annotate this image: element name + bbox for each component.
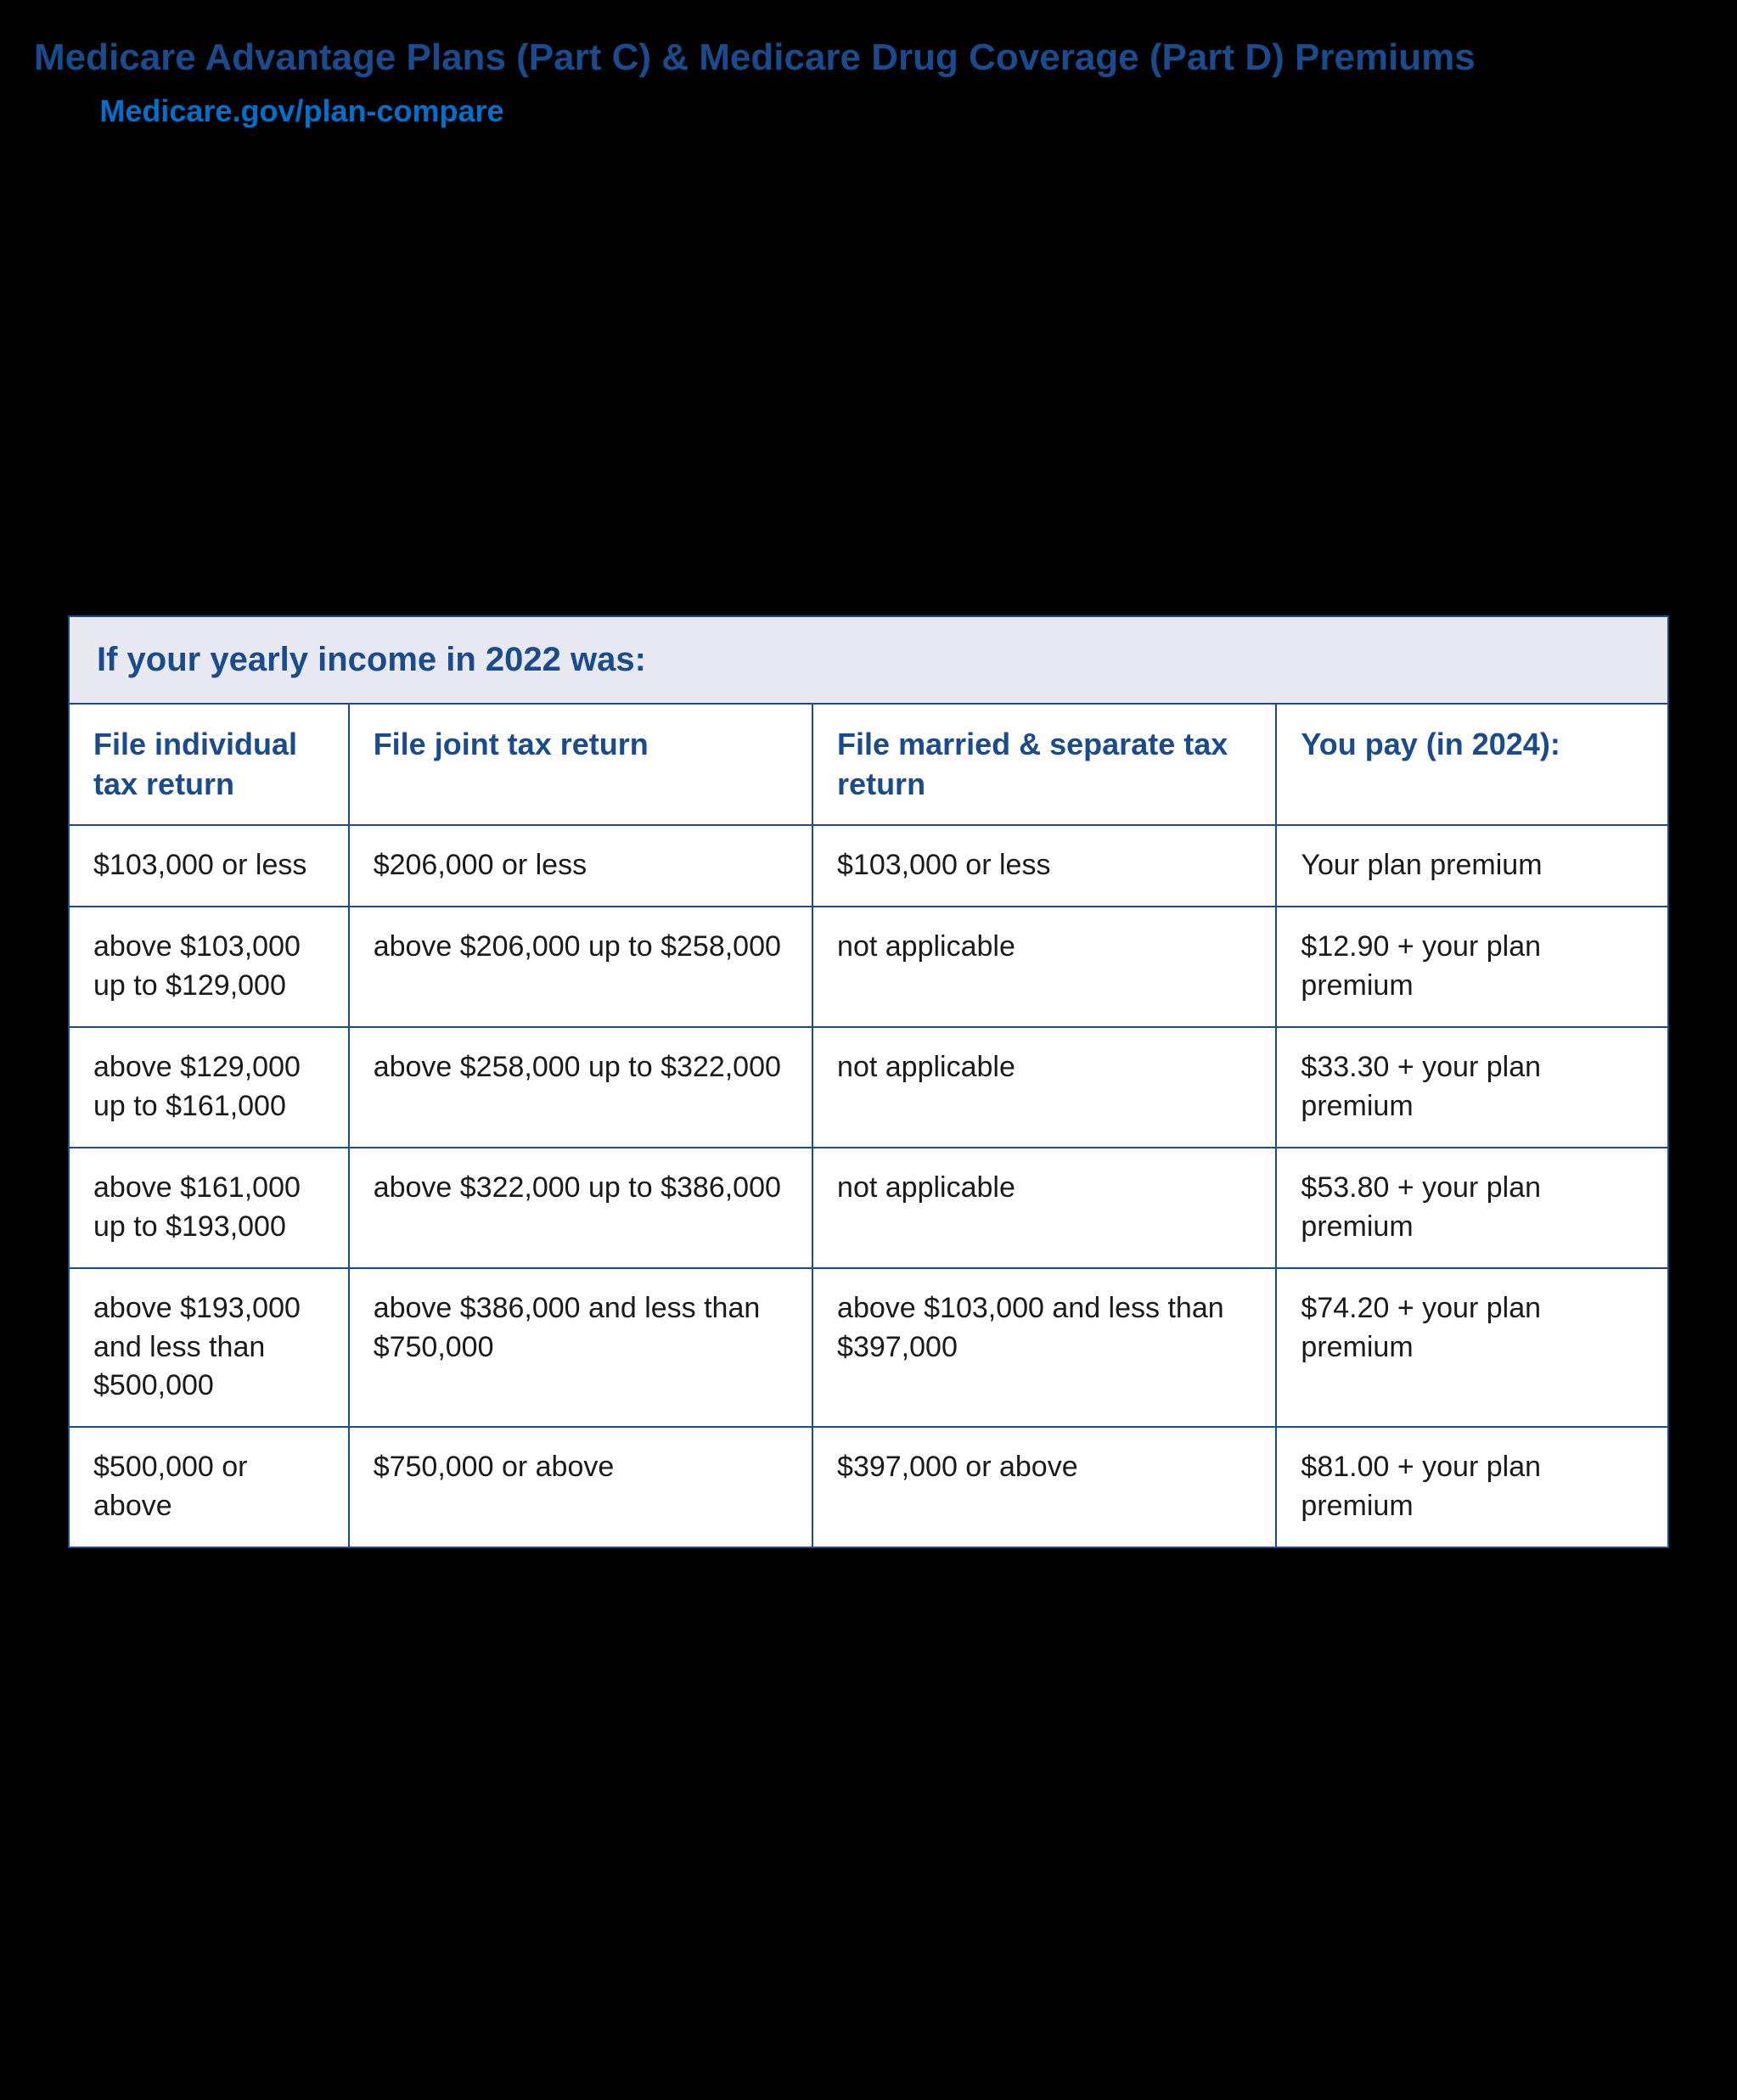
table-row: above $103,000 up to $129,000 above $206… [69,907,1668,1027]
table-banner: If your yearly income in 2022 was: [69,616,1668,704]
cell-you-pay: $33.30 + your plan premium [1276,1027,1668,1148]
col-header-individual: File individual tax return [69,704,349,826]
table-row: $103,000 or less $206,000 or less $103,0… [69,825,1668,907]
table-row: above $193,000 and less than $500,000 ab… [69,1268,1668,1428]
cell-joint: $750,000 or above [349,1427,812,1547]
cell-married-separate: above $103,000 and less than $397,000 [812,1268,1276,1428]
cell-individual: $103,000 or less [69,825,349,907]
col-header-you-pay: You pay (in 2024): [1276,704,1668,826]
cell-you-pay: $81.00 + your plan premium [1276,1427,1668,1547]
plan-compare-link[interactable]: Medicare.gov/plan-compare [99,93,503,128]
cell-married-separate: not applicable [812,907,1276,1027]
cell-individual: above $161,000 up to $193,000 [69,1148,349,1268]
cell-individual: above $103,000 up to $129,000 [69,907,349,1027]
table-row: above $161,000 up to $193,000 above $322… [69,1148,1668,1268]
closing-paragraph-2: The extra amount you have to pay isn't p… [34,1794,1703,1971]
cell-individual: $500,000 or above [69,1427,349,1547]
premium-table-container: If your yearly income in 2022 was: File … [68,615,1669,1548]
cell-joint: above $386,000 and less than $750,000 [349,1268,812,1428]
cell-married-separate: $397,000 or above [812,1427,1276,1547]
intro-post: to get plan premiums. [504,93,807,128]
col-header-married-separate: File married & separate tax return [812,704,1276,826]
table-row: $500,000 or above $750,000 or above $397… [69,1427,1668,1547]
cell-married-separate: not applicable [812,1027,1276,1148]
cell-joint: above $322,000 up to $386,000 [349,1148,812,1268]
table-row: above $129,000 up to $161,000 above $258… [69,1027,1668,1148]
cell-you-pay: $74.20 + your plan premium [1276,1268,1668,1428]
premium-table: If your yearly income in 2022 was: File … [68,615,1669,1548]
cell-individual: above $129,000 up to $161,000 [69,1027,349,1148]
cell-joint: above $206,000 up to $258,000 [349,907,812,1027]
use-this-form-link[interactable]: use this form [134,1676,326,1710]
contact-paragraph: You can also call 1-800-MEDICARE (1-800-… [34,167,1703,300]
cell-you-pay: $53.80 + your plan premium [1276,1148,1668,1268]
closing-paragraph-1: Social Security will contact you if you … [34,1582,1703,1760]
col-header-joint: File joint tax return [349,704,812,826]
cell-married-separate: not applicable [812,1148,1276,1268]
cell-individual: above $193,000 and less than $500,000 [69,1268,349,1428]
cell-you-pay: Your plan premium [1276,825,1668,907]
intro-paragraph: Visit Medicare.gov/plan-compare to get p… [34,89,1703,133]
cell-you-pay: $12.90 + your plan premium [1276,907,1668,1027]
irmaa-paragraph: If you have a higher income, you might p… [34,324,1703,590]
section-title: Medicare Advantage Plans (Part C) & Medi… [34,34,1703,81]
cell-joint: $206,000 or less [349,825,812,907]
cell-married-separate: $103,000 or less [812,825,1276,907]
cell-joint: above $258,000 up to $322,000 [349,1027,812,1148]
intro-pre: Visit [34,93,99,128]
premium-table-body: $103,000 or less $206,000 or less $103,0… [69,825,1668,1547]
